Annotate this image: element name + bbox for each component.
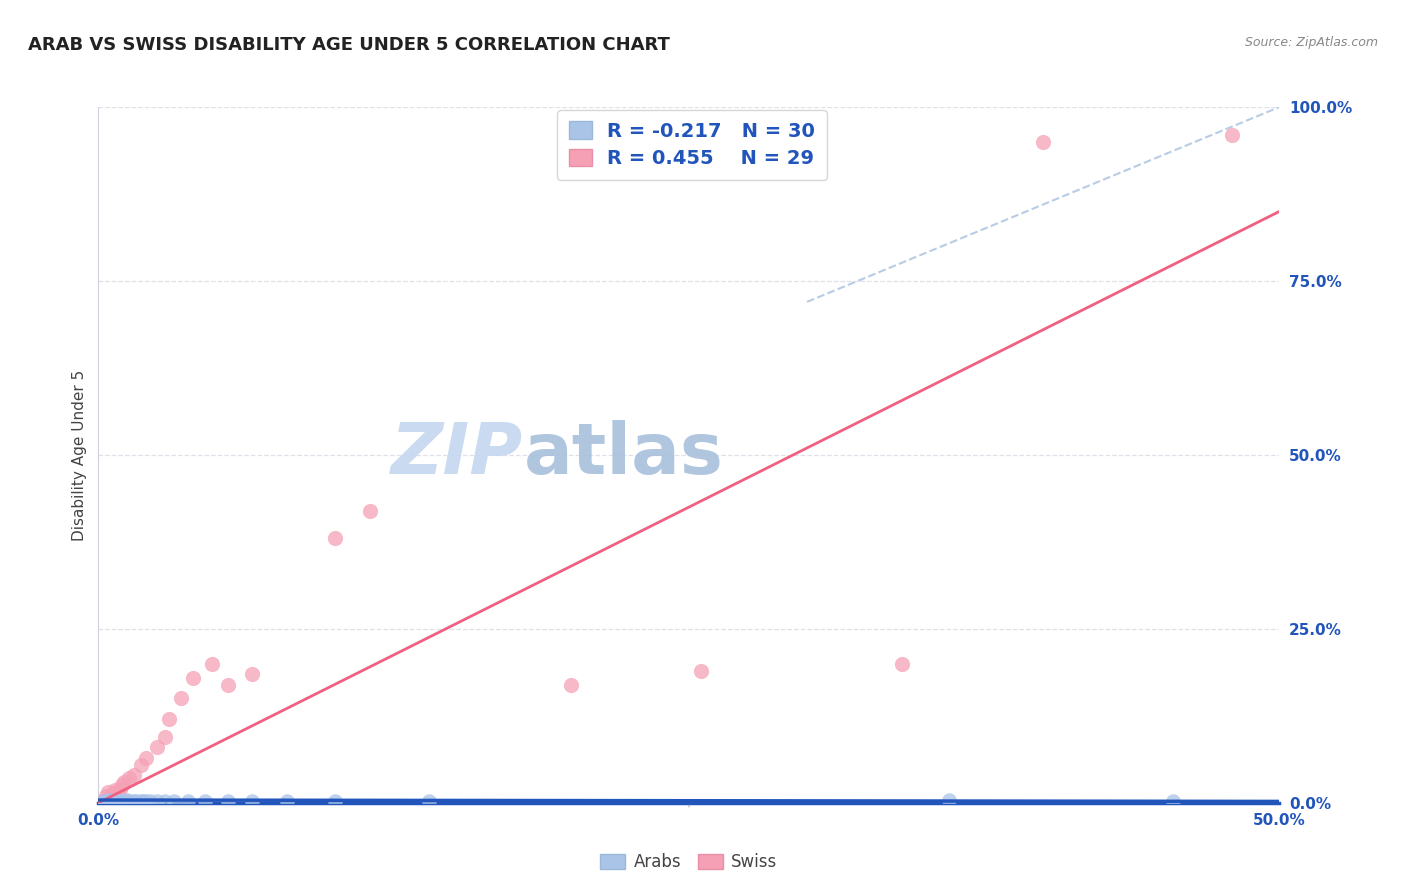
Point — [1220, 128, 1243, 142]
Text: ARAB VS SWISS DISABILITY AGE UNDER 5 CORRELATION CHART: ARAB VS SWISS DISABILITY AGE UNDER 5 COR… — [28, 36, 671, 54]
Point — [91, 794, 114, 808]
Point — [122, 794, 145, 808]
Point — [181, 671, 204, 685]
Point — [1032, 135, 1054, 149]
Point — [105, 793, 128, 807]
Text: atlas: atlas — [523, 420, 724, 490]
Point — [153, 730, 176, 744]
Point — [560, 677, 582, 691]
Point — [938, 793, 960, 807]
Y-axis label: Disability Age Under 5: Disability Age Under 5 — [72, 369, 87, 541]
Point — [418, 794, 440, 808]
Point — [157, 712, 180, 726]
Point — [323, 532, 346, 546]
Point — [111, 778, 134, 793]
Point — [689, 664, 711, 678]
Point — [91, 794, 114, 808]
Point — [118, 772, 141, 786]
Point — [194, 794, 217, 808]
Point — [97, 785, 120, 799]
Text: ZIP: ZIP — [391, 420, 523, 490]
Point — [108, 794, 131, 808]
Point — [240, 667, 263, 681]
Point — [132, 794, 155, 808]
Point — [111, 794, 134, 808]
Point — [135, 750, 157, 764]
Point — [108, 781, 131, 796]
Point — [125, 794, 148, 808]
Point — [240, 794, 263, 808]
Point — [177, 794, 200, 808]
Point — [101, 788, 124, 802]
Point — [217, 794, 239, 808]
Point — [94, 789, 117, 803]
Point — [139, 794, 162, 808]
Point — [115, 793, 138, 807]
Legend: Arabs, Swiss: Arabs, Swiss — [593, 847, 785, 878]
Point — [104, 783, 127, 797]
Point — [890, 657, 912, 671]
Point — [112, 775, 135, 789]
Point — [201, 657, 224, 671]
Point — [153, 794, 176, 808]
Point — [359, 503, 381, 517]
Point — [105, 785, 128, 799]
Point — [98, 790, 121, 805]
Point — [122, 768, 145, 782]
Point — [129, 794, 152, 808]
Point — [163, 794, 186, 808]
Point — [323, 794, 346, 808]
Point — [94, 794, 117, 808]
Text: Source: ZipAtlas.com: Source: ZipAtlas.com — [1244, 36, 1378, 49]
Point — [118, 794, 141, 808]
Point — [135, 794, 157, 808]
Point — [1161, 794, 1184, 808]
Point — [146, 740, 169, 755]
Point — [97, 794, 120, 808]
Point — [129, 757, 152, 772]
Point — [101, 794, 124, 808]
Point — [98, 793, 121, 807]
Point — [112, 794, 135, 808]
Point — [146, 794, 169, 808]
Point — [276, 794, 298, 808]
Point — [104, 794, 127, 808]
Point — [217, 677, 239, 691]
Point — [170, 691, 193, 706]
